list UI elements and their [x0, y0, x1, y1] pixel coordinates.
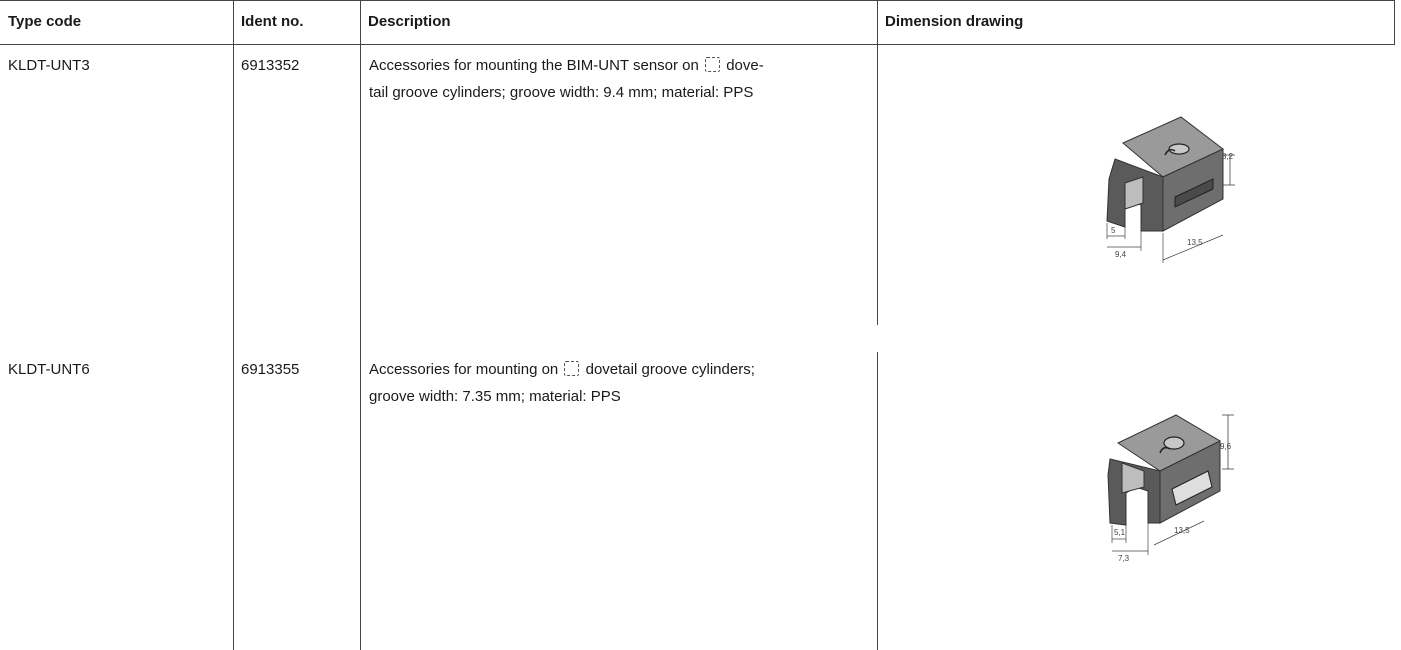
dimension-label: 13,5	[1187, 238, 1203, 247]
column-divider	[360, 0, 361, 45]
dimension-label: 5,1	[1114, 528, 1126, 537]
ident-no-cell: 6913352	[241, 57, 300, 74]
table-header: Type code Ident no. Description Dimensio…	[0, 0, 1395, 45]
column-divider	[877, 0, 878, 45]
column-divider	[877, 45, 878, 325]
mounting-bracket-drawing: 8,2 5 9,4 13,5	[1106, 116, 1235, 263]
dimension-label: 9,4	[1115, 250, 1127, 259]
description-text: dovetail groove cylinders;	[585, 361, 755, 378]
dimension-label: 8,2	[1222, 152, 1234, 161]
column-divider	[360, 45, 361, 650]
header-dimension-drawing: Dimension drawing	[885, 13, 1024, 30]
header-ident-no: Ident no.	[241, 13, 304, 30]
description-text: Accessories for mounting on	[369, 361, 559, 378]
dovetail-groove-icon	[705, 57, 721, 72]
description-cell: Accessories for mounting the BIM-UNT sen…	[369, 52, 869, 106]
description-cell: Accessories for mounting on dovetail gro…	[369, 356, 869, 410]
description-text: Accessories for mounting the BIM-UNT sen…	[369, 57, 699, 74]
ident-no-cell: 6913355	[241, 361, 300, 378]
header-type-code: Type code	[8, 13, 82, 30]
description-text: dove-	[726, 57, 764, 74]
type-code-cell: KLDT-UNT6	[8, 361, 90, 378]
dimension-label: 5	[1111, 226, 1116, 235]
column-divider	[233, 45, 234, 650]
dimension-label: 13,5	[1174, 526, 1190, 535]
header-description: Description	[368, 13, 451, 30]
mounting-bracket-drawing: 9,6 5,1 7,3 13,5	[1107, 414, 1234, 563]
description-text: tail groove cylinders; groove width: 9.4…	[369, 84, 754, 101]
description-text: groove width: 7.35 mm; material: PPS	[369, 388, 621, 405]
dimension-label: 7,3	[1118, 554, 1130, 563]
dovetail-groove-icon	[564, 361, 580, 376]
type-code-cell: KLDT-UNT3	[8, 57, 90, 74]
column-divider	[233, 0, 234, 45]
dimension-label: 9,6	[1220, 442, 1232, 451]
column-divider	[877, 352, 878, 650]
